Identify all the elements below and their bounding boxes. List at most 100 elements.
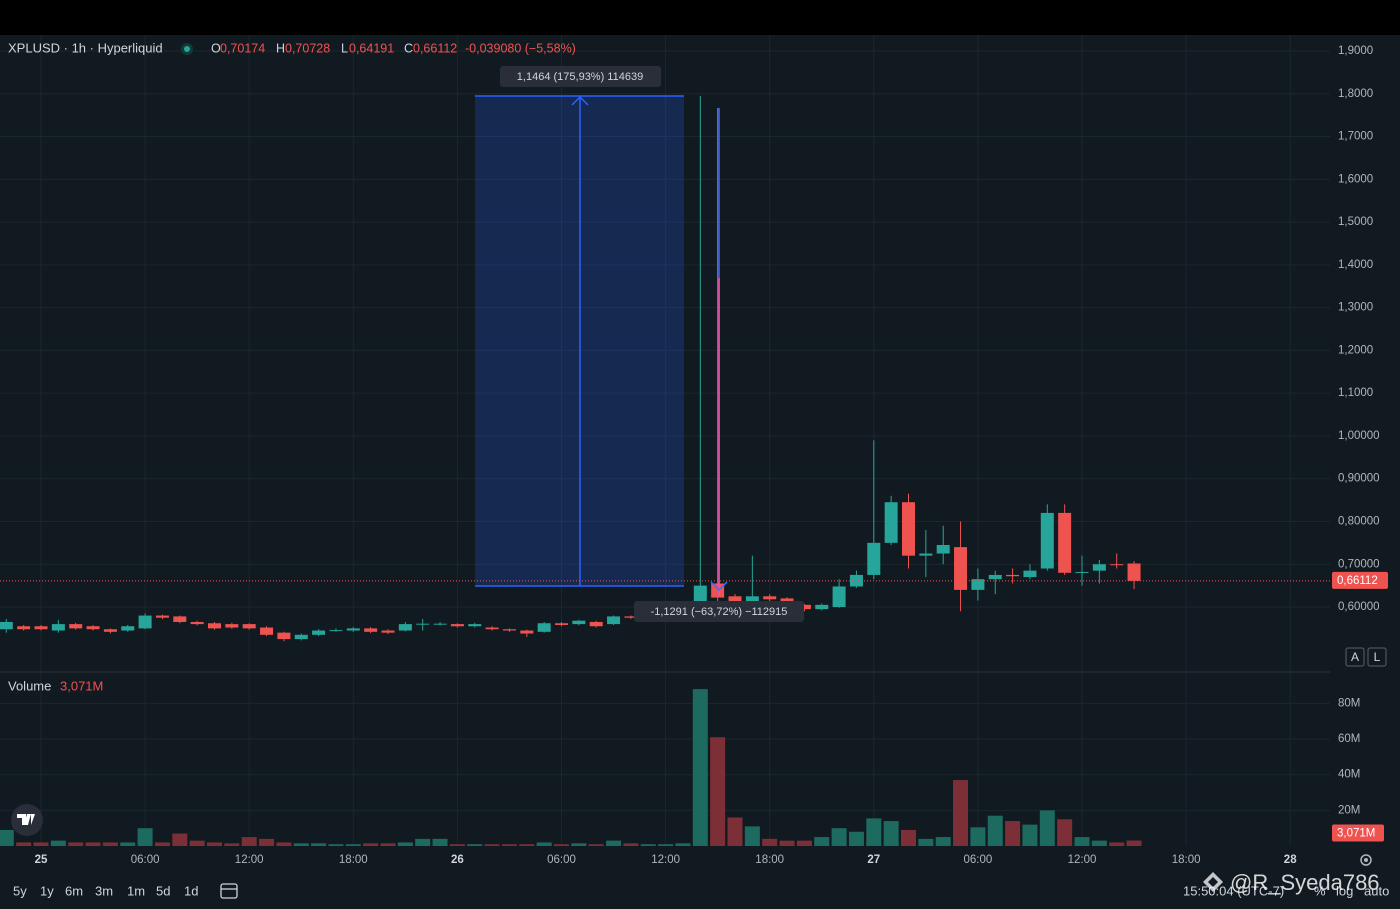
volume-bar: [1039, 810, 1055, 846]
volume-bar: [380, 843, 396, 846]
y-tick-label: 1,2000: [1338, 344, 1373, 356]
candle-body: [1127, 563, 1141, 581]
measure-label: 1,1464 (175,93%) 114639: [517, 71, 643, 83]
y-tick-label: 1,1000: [1338, 387, 1373, 399]
goto-date-icon[interactable]: [220, 883, 238, 899]
volume-bar: [623, 843, 639, 846]
scale-button[interactable]: [1345, 647, 1365, 667]
volume-bar: [415, 838, 431, 846]
volume-bar: [935, 837, 951, 846]
candle-body: [988, 574, 1002, 580]
volume-bar: [744, 826, 760, 846]
range-button[interactable]: 1y: [40, 883, 54, 898]
percent-toggle[interactable]: %: [1314, 883, 1326, 898]
range-button[interactable]: 5y: [13, 883, 27, 898]
candle-body: [103, 629, 117, 632]
watermark: @R_Syeda786: [1230, 870, 1380, 895]
volume-bar: [796, 840, 812, 846]
candle-body: [225, 624, 239, 628]
measure-label-box: [500, 66, 661, 87]
volume-bar: [970, 827, 986, 846]
candle-body: [450, 624, 464, 627]
y-tick-label: 1,6000: [1338, 173, 1373, 185]
volume-bar: [831, 828, 847, 846]
candle-body: [242, 624, 256, 629]
volume-bar: [918, 838, 934, 846]
volume-bar: [33, 842, 49, 846]
y-tick-label: 0,90000: [1338, 473, 1380, 485]
y-tick-label: 0,80000: [1338, 515, 1380, 527]
volume-bar: [1005, 821, 1021, 846]
ohlc-key: O: [211, 41, 221, 55]
candle-body: [1058, 512, 1072, 573]
auto-toggle[interactable]: auto: [1364, 883, 1389, 898]
volume-bar: [328, 844, 344, 846]
candle-body: [902, 502, 915, 556]
candle-body: [763, 596, 777, 600]
y-tick-label: 1,8000: [1338, 88, 1373, 100]
candle-body: [971, 579, 985, 590]
volume-bar: [1074, 837, 1090, 846]
change: -0,039080 (−5,58%): [465, 41, 576, 55]
x-tick-label: 12:00: [235, 854, 264, 866]
scale-button-label[interactable]: L: [1374, 650, 1381, 664]
settings-icon[interactable]: [1360, 854, 1372, 866]
x-tick-label: 28: [1284, 854, 1297, 866]
scale-button-label[interactable]: A: [1351, 650, 1359, 664]
candle-body: [69, 624, 83, 629]
volume-bar: [432, 838, 448, 846]
candle-body: [884, 502, 898, 543]
logo-mark: [17, 814, 35, 825]
volume-last-box: [1332, 824, 1384, 842]
candle-body: [589, 621, 603, 627]
candle-body: [607, 616, 621, 625]
candle-body: [502, 629, 516, 631]
y-tick-label: 1,7000: [1338, 131, 1373, 143]
range-button[interactable]: 3m: [95, 883, 113, 898]
volume-bar: [987, 815, 1003, 846]
log-toggle[interactable]: log: [1336, 883, 1353, 898]
volume-bar: [779, 840, 795, 846]
range-button[interactable]: 5d: [156, 883, 170, 898]
volume-bar: [692, 689, 708, 846]
settings-icon-dot: [1364, 858, 1368, 862]
y-tick-label: 0,70000: [1338, 558, 1380, 570]
measure-arrowhead: [571, 95, 589, 106]
volume-bar: [154, 842, 170, 846]
status-dot: [184, 46, 190, 52]
last-price-box: [1332, 571, 1388, 589]
x-tick-label: 18:00: [1172, 854, 1201, 866]
volume-tick-label: 60M: [1338, 733, 1360, 745]
volume-bar: [1022, 824, 1038, 846]
scale-button[interactable]: [1367, 647, 1387, 667]
measure-arrowhead: [710, 581, 728, 592]
range-button[interactable]: 6m: [65, 883, 83, 898]
candle-body: [919, 553, 933, 556]
range-button[interactable]: 1d: [184, 883, 198, 898]
volume-bar: [397, 842, 413, 846]
candle-body: [797, 604, 811, 610]
candle-body: [329, 630, 343, 632]
volume-bar: [901, 829, 916, 846]
symbol: XPLUSD · 1h · Hyperliquid: [8, 40, 163, 55]
candle-body: [555, 623, 568, 625]
grid: [0, 35, 1330, 846]
ohlc-key: H: [276, 41, 285, 55]
top-bar: [0, 0, 1400, 35]
candle-body: [1110, 564, 1124, 566]
volume-bar: [16, 842, 32, 846]
candle-body: [1075, 571, 1089, 573]
ohlc-value: 0,66112: [413, 41, 457, 55]
volume-bar: [137, 828, 153, 846]
x-tick-label: 12:00: [1068, 854, 1097, 866]
volume-bar: [449, 844, 465, 846]
range-button[interactable]: 1m: [127, 883, 145, 898]
volume-bar: [1091, 840, 1107, 846]
candle-body: [936, 544, 950, 554]
candle-body: [520, 630, 534, 634]
volume-bar: [658, 844, 674, 846]
watermark-icon: [1203, 872, 1223, 892]
candle-body: [1092, 564, 1106, 571]
